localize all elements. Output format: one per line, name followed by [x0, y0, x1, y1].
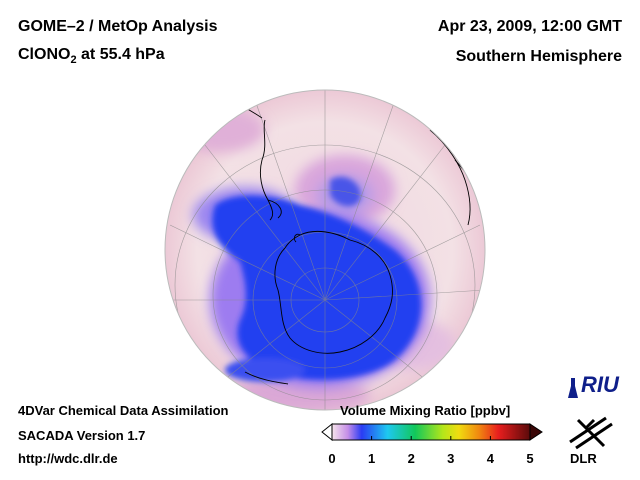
- footer-version: SACADA Version 1.7: [18, 428, 146, 443]
- colorbar-low-arrow: [321, 422, 333, 442]
- footer-assimilation: 4DVar Chemical Data Assimilation: [18, 403, 229, 418]
- colorbar-tick-label: 1: [367, 451, 376, 466]
- product-title: GOME–2 / MetOp Analysis: [18, 18, 218, 35]
- colorbar-tick-label: 2: [407, 451, 415, 466]
- riu-tower-icon: [568, 378, 578, 398]
- colorbar-tick-label: 3: [447, 451, 455, 466]
- colorbar-high-arrow: [529, 423, 543, 441]
- colorbar-ticks: [331, 436, 531, 440]
- species-title: ClONO2 at 55.4 hPa: [18, 46, 165, 67]
- colorbar-title: Volume Mixing Ratio [ppbv]: [340, 403, 511, 418]
- globe-limb: [164, 89, 486, 411]
- dlr-logo-text: DLR: [570, 451, 597, 466]
- colorbar-tick-label: 0: [328, 451, 336, 466]
- colorbar-tick-label: 5: [526, 451, 534, 466]
- colorbar: [321, 422, 543, 442]
- colorbar-gradient: [331, 423, 531, 441]
- field-core-blue: [212, 176, 422, 382]
- footer-url[interactable]: http://wdc.dlr.de: [18, 451, 118, 466]
- riu-logo: RIU: [581, 372, 619, 397]
- colorbar-tick-label: 4: [486, 451, 495, 466]
- region-label: Southern Hemisphere: [455, 48, 622, 65]
- datetime-label: Apr 23, 2009, 12:00 GMT: [437, 18, 622, 35]
- dlr-logo-icon: [569, 416, 613, 450]
